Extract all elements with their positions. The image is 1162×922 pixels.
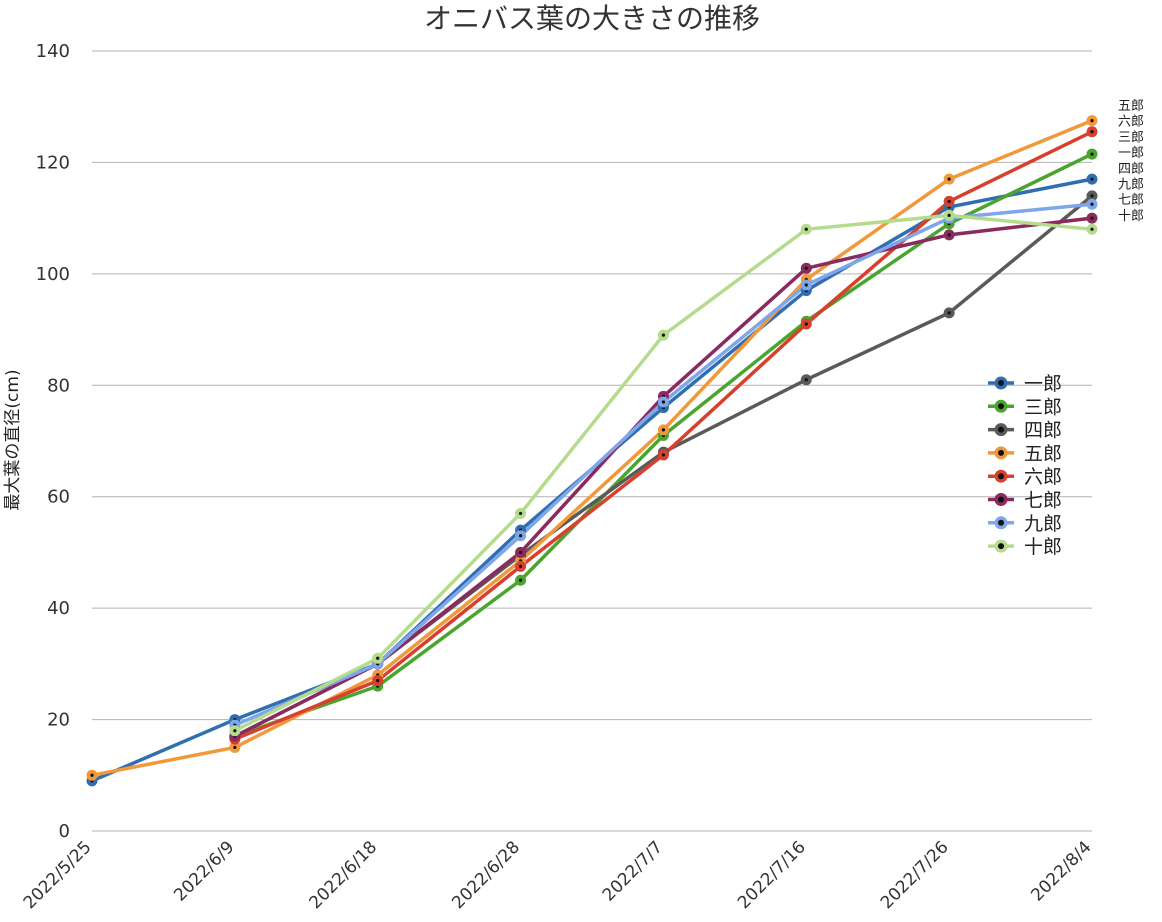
x-tick-label: 2022/6/28 xyxy=(448,837,524,913)
data-point-center xyxy=(1090,130,1094,134)
legend-label: 六郎 xyxy=(1024,466,1062,488)
data-point-center xyxy=(518,578,523,582)
data-point-center xyxy=(661,428,666,432)
data-point-center xyxy=(804,283,808,287)
data-point-center xyxy=(1090,194,1094,198)
data-point-center xyxy=(947,311,951,315)
legend-label: 一郎 xyxy=(1024,373,1062,395)
data-point-center xyxy=(661,453,666,457)
data-point-center xyxy=(804,227,808,231)
legend-label: 四郎 xyxy=(1024,420,1062,442)
legend-swatch-center xyxy=(998,543,1004,550)
series-line-2 xyxy=(233,152,1094,739)
data-point-center xyxy=(947,213,951,217)
series-line-3 xyxy=(233,194,1094,739)
end-label: 九郎 xyxy=(1118,178,1144,193)
legend-swatch-center xyxy=(998,496,1004,503)
legend-swatch-center xyxy=(998,426,1004,433)
data-point-center xyxy=(1090,202,1094,206)
legend-swatch-center xyxy=(998,380,1004,386)
data-point-center xyxy=(376,678,380,683)
data-point-center xyxy=(518,550,523,555)
legend-swatch-center xyxy=(998,519,1004,526)
end-label: 十郎 xyxy=(1118,209,1144,224)
data-point-center xyxy=(518,564,523,568)
chart-title: オニバス葉の大きさの推移 xyxy=(424,2,760,35)
series-points xyxy=(86,115,1098,787)
gridlines xyxy=(92,50,1092,832)
data-point-center xyxy=(90,773,94,777)
y-tick-label: 100 xyxy=(36,264,70,285)
end-label: 三郎 xyxy=(1118,130,1144,145)
legend-label: 三郎 xyxy=(1024,396,1062,418)
x-tick-label: 2022/5/25 xyxy=(20,837,96,913)
legend-swatch-center xyxy=(998,449,1004,456)
x-axis-ticks: 2022/5/25 2022/6/9 2022/6/18 2022/6/28 2022/… xyxy=(20,837,1096,913)
y-tick-label: 0 xyxy=(59,821,70,842)
data-point-center xyxy=(661,333,666,337)
legend-label: 七郎 xyxy=(1024,490,1062,512)
x-tick-label: 2022/8/4 xyxy=(1027,837,1095,905)
legend-label: 九郎 xyxy=(1024,513,1062,535)
y-tick-label: 80 xyxy=(47,375,70,396)
data-point-center xyxy=(518,511,523,516)
data-point-center xyxy=(1090,227,1094,231)
y-tick-label: 20 xyxy=(47,710,70,731)
legend-label: 十郎 xyxy=(1024,536,1062,558)
end-label: 一郎 xyxy=(1118,146,1144,161)
series-lines xyxy=(90,118,1094,783)
y-tick-label: 140 xyxy=(36,41,70,62)
data-point-center xyxy=(947,199,951,204)
legend-swatch-center xyxy=(998,403,1004,410)
end-label: 四郎 xyxy=(1118,162,1144,177)
data-point-center xyxy=(233,729,237,733)
data-point-center xyxy=(804,322,808,326)
series-line-1 xyxy=(90,177,1094,783)
x-tick-label: 2022/7/26 xyxy=(877,837,953,913)
y-axis-ticks: 0 20 40 60 80 100 120 140 xyxy=(36,41,70,842)
series-line-7 xyxy=(233,202,1094,727)
y-axis-label: 最大葉の直径(cm) xyxy=(3,369,23,510)
data-point-center xyxy=(376,656,380,660)
data-point-center xyxy=(947,177,951,181)
series-line-8 xyxy=(233,213,1094,733)
y-tick-label: 120 xyxy=(36,152,70,173)
end-label: 六郎 xyxy=(1118,115,1144,130)
data-point-center xyxy=(1090,152,1094,156)
data-point-center xyxy=(947,233,951,237)
legend-swatch-center xyxy=(998,473,1004,480)
series-line-6 xyxy=(233,216,1094,739)
data-point-center xyxy=(1090,216,1094,220)
x-tick-label: 2022/7/7 xyxy=(599,837,667,905)
data-point-center xyxy=(1090,119,1094,123)
y-tick-label: 40 xyxy=(47,598,70,619)
data-point-center xyxy=(1090,177,1094,181)
data-point-center xyxy=(661,400,666,404)
x-tick-label: 2022/6/18 xyxy=(305,837,381,913)
data-point-center xyxy=(804,266,808,270)
end-label: 五郎 xyxy=(1118,99,1144,114)
data-point-center xyxy=(233,745,237,750)
x-tick-label: 2022/6/9 xyxy=(170,837,238,905)
y-tick-label: 60 xyxy=(47,487,70,508)
end-label: 七郎 xyxy=(1118,193,1144,208)
data-point-center xyxy=(804,378,808,382)
x-tick-label: 2022/7/16 xyxy=(734,837,810,913)
series-line-4 xyxy=(90,118,1094,778)
legend-label: 五郎 xyxy=(1024,443,1062,465)
data-point-center xyxy=(518,534,523,538)
